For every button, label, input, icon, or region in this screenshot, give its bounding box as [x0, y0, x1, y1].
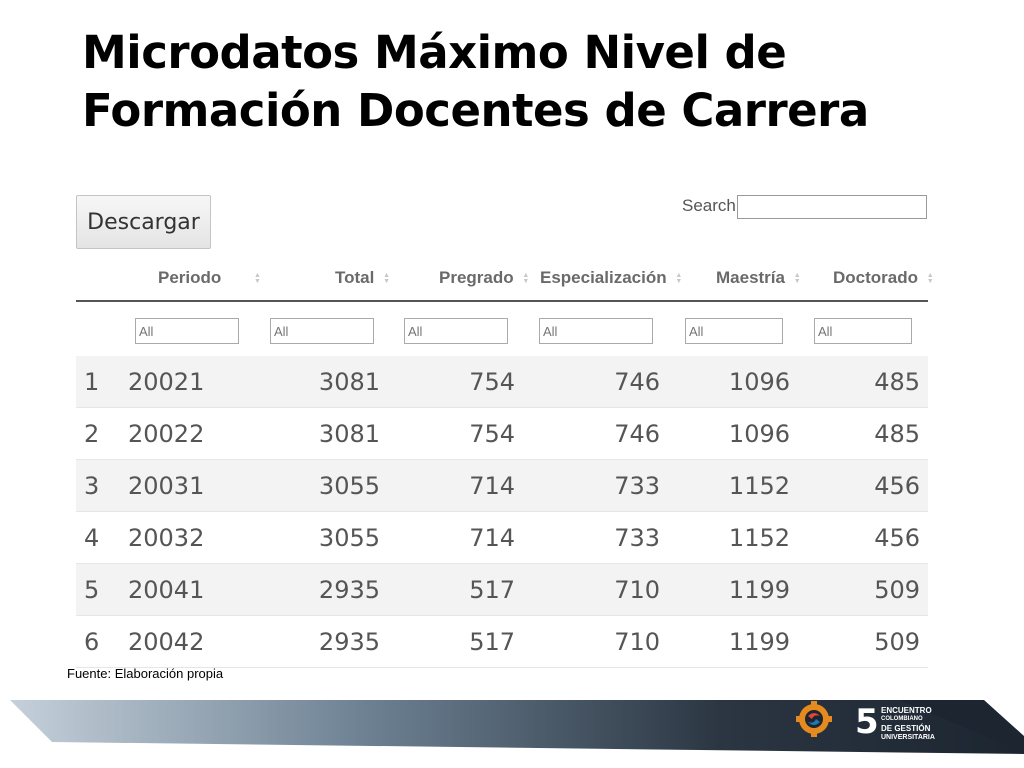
- row-index: 3: [84, 472, 100, 500]
- column-header-label: Especialización: [540, 268, 667, 287]
- table-panel: Descargar Search: Periodo ▲ ▼ Total ▲ ▼ Pr…: [52, 186, 942, 668]
- column-header-doctorado[interactable]: Doctorado ▲ ▼: [833, 268, 935, 288]
- logo-line-2: COLOMBIANO: [881, 716, 923, 722]
- table-row[interactable]: 6 20042 2935 517 710 1199 509: [76, 616, 928, 668]
- row-index: 6: [84, 628, 100, 656]
- sort-icon: ▲ ▼: [675, 271, 683, 285]
- search-label: Search:: [682, 196, 741, 215]
- cell-maestria: 1199: [728, 576, 790, 604]
- slide-title-line-2: Formación Docentes de Carrera: [82, 84, 869, 137]
- column-header-especializacion[interactable]: Especialización ▲ ▼: [540, 268, 683, 288]
- sort-icon: ▲ ▼: [383, 271, 391, 285]
- cell-total: 3055: [318, 472, 380, 500]
- cell-maestria: 1152: [728, 472, 790, 500]
- cell-especializacion: 733: [614, 524, 660, 552]
- logo-line-1: ENCUENTRO: [881, 706, 932, 715]
- slide-title: Microdatos Máximo Nivel de Formación Doc…: [82, 24, 982, 140]
- search-input[interactable]: [737, 195, 927, 219]
- cell-total: 3055: [318, 524, 380, 552]
- cell-especializacion: 746: [614, 420, 660, 448]
- cell-pregrado: 714: [469, 524, 515, 552]
- slide-title-line-1: Microdatos Máximo Nivel de: [82, 26, 787, 79]
- sort-icon: ▲ ▼: [793, 271, 801, 285]
- filter-especializacion-input[interactable]: [539, 318, 653, 344]
- logo-line-3: DE GESTIÓN: [881, 724, 931, 733]
- table-row[interactable]: 2 20022 3081 754 746 1096 485: [76, 408, 928, 460]
- column-header-periodo[interactable]: Periodo ▲ ▼: [158, 268, 262, 288]
- cell-pregrado: 754: [469, 368, 515, 396]
- column-header-total[interactable]: Total ▲ ▼: [335, 268, 391, 288]
- cell-periodo: 20031: [128, 472, 205, 500]
- filter-maestria-input[interactable]: [685, 318, 783, 344]
- cell-especializacion: 710: [614, 628, 660, 656]
- cell-pregrado: 517: [469, 576, 515, 604]
- cell-total: 3081: [318, 420, 380, 448]
- column-header-pregrado[interactable]: Pregrado ▲ ▼: [439, 268, 530, 288]
- filter-pregrado-input[interactable]: [404, 318, 508, 344]
- logo-number: 5: [855, 702, 879, 742]
- cell-pregrado: 517: [469, 628, 515, 656]
- cell-pregrado: 754: [469, 420, 515, 448]
- row-index: 1: [84, 368, 100, 396]
- column-header-label: Maestría: [716, 268, 785, 287]
- cell-pregrado: 714: [469, 472, 515, 500]
- cell-total: 2935: [318, 576, 380, 604]
- cell-doctorado: 456: [874, 524, 920, 552]
- cell-maestria: 1152: [728, 524, 790, 552]
- download-button[interactable]: Descargar: [76, 195, 211, 249]
- cell-maestria: 1096: [728, 368, 790, 396]
- column-header-label: Doctorado: [833, 268, 918, 287]
- table-header: Periodo ▲ ▼ Total ▲ ▼ Pregrado ▲ ▼ Especial…: [76, 256, 934, 302]
- gear-logo-icon: [796, 701, 832, 737]
- logo-line-4: UNIVERSITARIA: [881, 734, 935, 741]
- footer-band: [10, 700, 1024, 754]
- cell-especializacion: 710: [614, 576, 660, 604]
- column-header-maestria[interactable]: Maestría ▲ ▼: [716, 268, 802, 288]
- cell-periodo: 20032: [128, 524, 205, 552]
- table-row[interactable]: 3 20031 3055 714 733 1152 456: [76, 460, 928, 512]
- cell-total: 3081: [318, 368, 380, 396]
- cell-periodo: 20041: [128, 576, 205, 604]
- cell-doctorado: 485: [874, 420, 920, 448]
- row-index: 4: [84, 524, 100, 552]
- logo-words: ENCUENTRO COLOMBIANO DE GESTIÓN UNIVERSI…: [881, 706, 971, 742]
- cell-especializacion: 733: [614, 472, 660, 500]
- cell-maestria: 1199: [728, 628, 790, 656]
- source-note: Fuente: Elaboración propia: [67, 666, 224, 681]
- filter-row: [76, 302, 928, 358]
- cell-periodo: 20021: [128, 368, 205, 396]
- table-row[interactable]: 5 20041 2935 517 710 1199 509: [76, 564, 928, 616]
- sort-icon: ▲ ▼: [254, 271, 261, 285]
- table-row[interactable]: 4 20032 3055 714 733 1152 456: [76, 512, 928, 564]
- cell-doctorado: 456: [874, 472, 920, 500]
- column-header-label: Total: [335, 268, 375, 287]
- cell-doctorado: 509: [874, 628, 920, 656]
- cell-especializacion: 746: [614, 368, 660, 396]
- sort-icon: ▲ ▼: [522, 271, 530, 285]
- column-header-label: Pregrado: [439, 268, 514, 287]
- cell-total: 2935: [318, 628, 380, 656]
- filter-doctorado-input[interactable]: [814, 318, 912, 344]
- cell-maestria: 1096: [728, 420, 790, 448]
- filter-periodo-input[interactable]: [135, 318, 239, 344]
- cell-periodo: 20022: [128, 420, 205, 448]
- row-index: 2: [84, 420, 100, 448]
- cell-doctorado: 509: [874, 576, 920, 604]
- table-row[interactable]: 1 20021 3081 754 746 1096 485: [76, 356, 928, 408]
- sort-icon: ▲ ▼: [926, 271, 934, 285]
- cell-periodo: 20042: [128, 628, 205, 656]
- filter-total-input[interactable]: [270, 318, 374, 344]
- table-body: 1 20021 3081 754 746 1096 485 2 20022 30…: [76, 356, 928, 668]
- row-index: 5: [84, 576, 100, 604]
- column-header-label: Periodo: [158, 268, 222, 287]
- cell-doctorado: 485: [874, 368, 920, 396]
